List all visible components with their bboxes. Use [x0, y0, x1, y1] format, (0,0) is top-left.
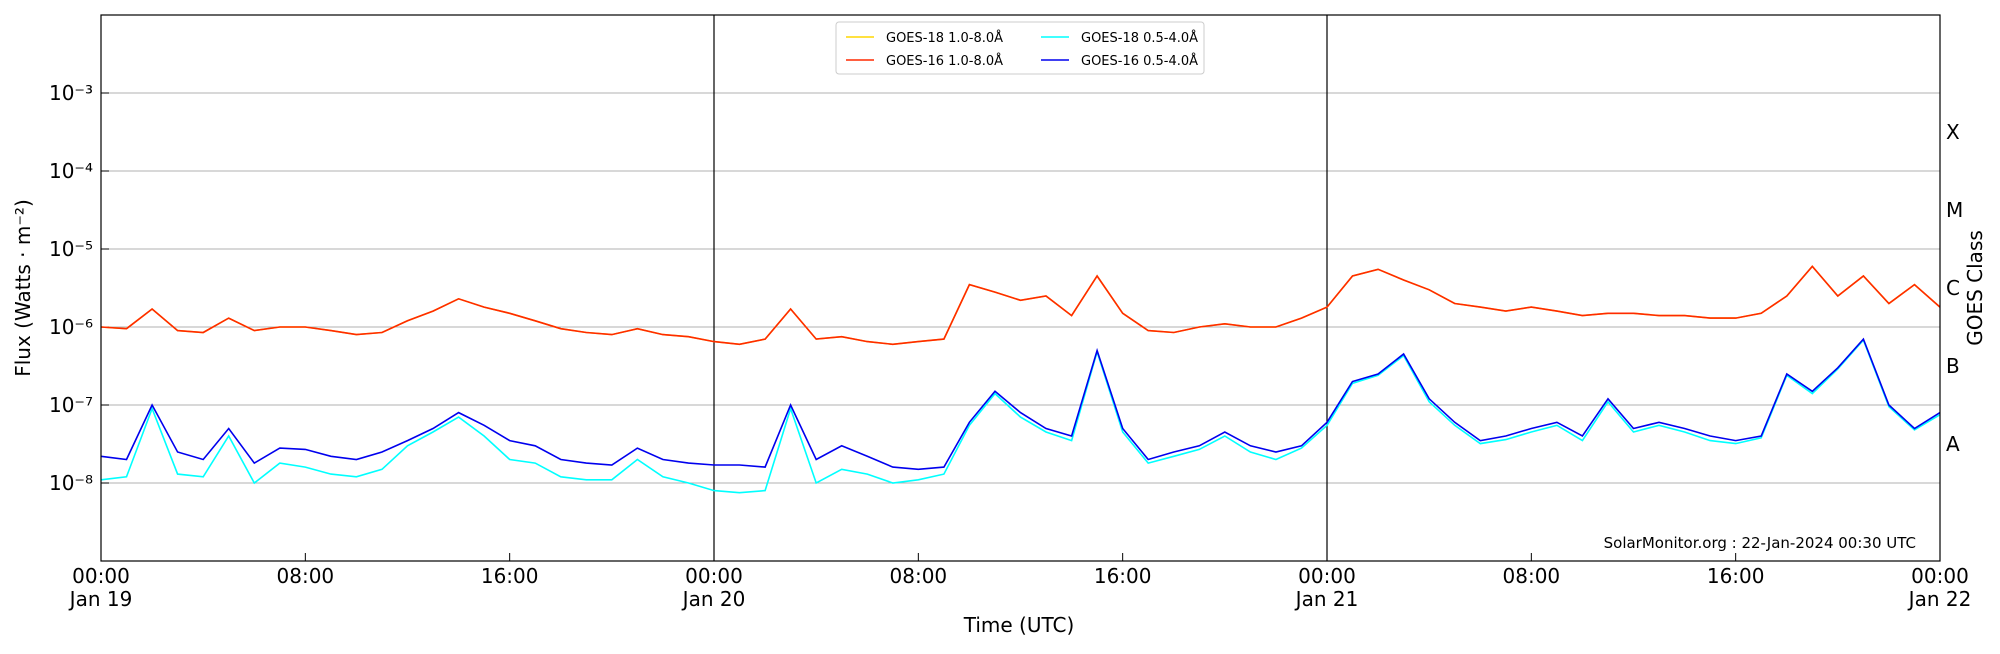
legend-box: [835, 21, 1205, 75]
y2-tick-label: C: [1946, 276, 1960, 300]
y-tick-label: 10⁻³: [49, 81, 93, 105]
x-tick-label: 16:00: [1094, 564, 1152, 588]
x-tick-label: 00:00 Jan 20: [681, 564, 746, 611]
y2-tick-label: B: [1946, 354, 1960, 378]
y-axis-label: Flux (Watts · m⁻²): [11, 199, 35, 377]
legend-label: GOES-16 1.0-8.0Å: [886, 53, 1003, 69]
y2-tick-label: M: [1946, 198, 1963, 222]
x-tick-label: 16:00: [1707, 564, 1765, 588]
annotation: SolarMonitor.org : 22-Jan-2024 00:30 UTC: [1604, 534, 1916, 552]
legend-label: GOES-18 0.5-4.0Å: [1081, 30, 1198, 46]
x-tick-label: 16:00: [481, 564, 539, 588]
x-tick-label: 00:00 Jan 21: [1294, 564, 1359, 611]
x-tick-label: 08:00: [890, 564, 948, 588]
legend-label: GOES-18 1.0-8.0Å: [886, 30, 1003, 46]
y-tick-label: 10⁻⁵: [49, 237, 93, 261]
y2-tick-label: X: [1946, 120, 1960, 144]
legend-label: GOES-16 0.5-4.0Å: [1081, 53, 1198, 69]
x-tick-label: 00:00 Jan 22: [1907, 564, 1972, 611]
series-line: [100, 265, 1941, 346]
y-tick-label: 10⁻⁴: [49, 159, 93, 183]
y-tick-label: 10⁻⁶: [49, 315, 93, 339]
y-tick-label: 10⁻⁷: [49, 393, 93, 417]
series-line: [100, 337, 1941, 471]
x-tick-label: 08:00: [277, 564, 335, 588]
x-axis-label: Time (UTC): [963, 613, 1075, 637]
x-tick-label: 00:00 Jan 19: [68, 564, 133, 611]
y2-tick-label: A: [1946, 432, 1960, 456]
x-tick-label: 08:00: [1503, 564, 1561, 588]
y-tick-label: 10⁻⁸: [49, 471, 93, 495]
plot-frame: [100, 14, 1941, 562]
series-line: [100, 338, 1941, 494]
y2-axis-label: GOES Class: [1963, 230, 1987, 346]
